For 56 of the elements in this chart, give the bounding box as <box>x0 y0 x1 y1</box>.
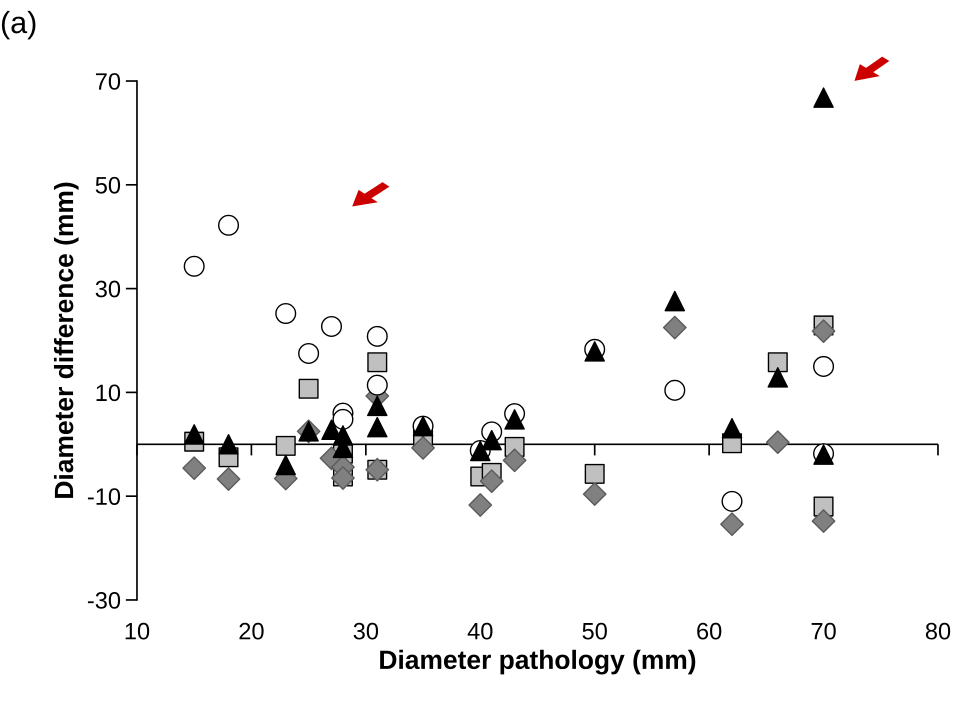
point <box>720 512 744 536</box>
point <box>275 302 296 324</box>
point <box>298 378 319 399</box>
x-tick-label: 80 <box>926 622 950 640</box>
point <box>768 367 788 388</box>
point <box>812 509 836 533</box>
point <box>218 214 240 236</box>
point <box>366 374 388 396</box>
x-axis-title: Diameter pathology (mm) <box>380 650 696 674</box>
point <box>366 326 388 347</box>
point <box>298 342 320 364</box>
point <box>184 424 204 445</box>
x-tick-label: 10 <box>126 622 150 640</box>
y-tick-label: 30 <box>96 280 120 298</box>
point <box>813 87 834 108</box>
y-tick-label: -30 <box>88 592 120 609</box>
point <box>721 490 743 512</box>
point <box>813 356 834 377</box>
x-tick-label: 20 <box>239 622 264 640</box>
point <box>722 418 742 438</box>
point <box>411 436 435 460</box>
point <box>218 434 239 455</box>
point <box>664 380 686 401</box>
point <box>502 448 526 472</box>
x-tick-label: 40 <box>468 622 492 640</box>
point <box>320 316 342 337</box>
point <box>504 409 525 430</box>
x-tick-label: 30 <box>354 622 378 640</box>
point <box>184 256 205 277</box>
y-tick-label: 70 <box>96 73 120 90</box>
point <box>275 454 296 476</box>
point <box>481 430 502 450</box>
x-tick-label: 60 <box>697 622 722 640</box>
point <box>582 482 607 506</box>
point <box>768 352 788 372</box>
y-tick-label: 50 <box>96 176 120 194</box>
point <box>468 493 492 517</box>
text: (a) <box>2 10 36 40</box>
point <box>662 316 687 340</box>
point <box>584 464 605 484</box>
point <box>367 416 388 438</box>
point <box>664 290 686 312</box>
point <box>480 469 504 494</box>
point <box>367 352 388 372</box>
point <box>367 396 388 416</box>
point <box>216 467 240 491</box>
point <box>276 436 296 456</box>
y-tick-label: 10 <box>96 384 120 402</box>
y-tick-label: -10 <box>88 488 120 505</box>
point <box>182 456 206 480</box>
point <box>766 430 790 454</box>
y-axis-title: Diameter difference (mm) <box>54 182 79 498</box>
point <box>332 408 354 430</box>
point <box>812 319 836 344</box>
x-tick-label: 50 <box>582 622 607 640</box>
x-tick-label: 70 <box>812 622 836 640</box>
